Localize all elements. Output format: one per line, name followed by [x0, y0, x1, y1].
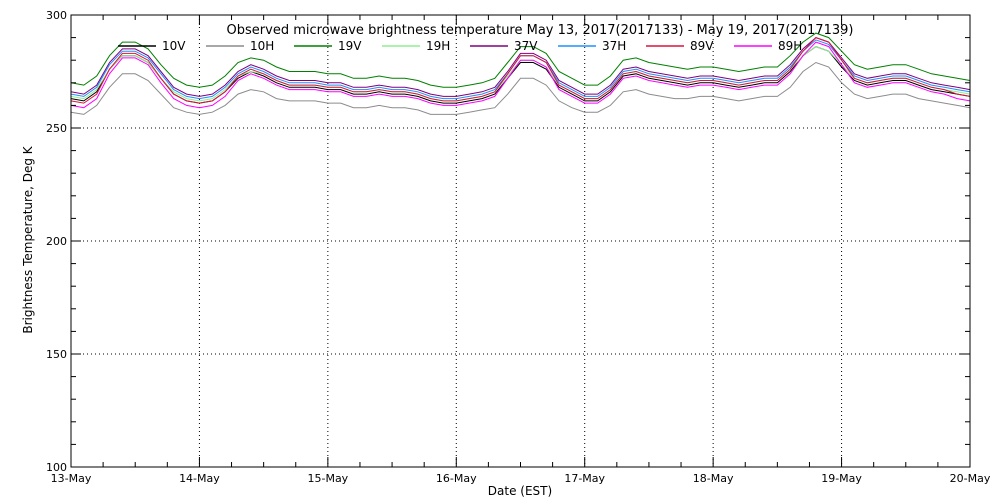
x-tick-label: 18-May	[693, 472, 734, 485]
series-line-89v	[70, 37, 971, 104]
legend-label-19v: 19V	[338, 39, 362, 53]
y-tick-label: 150	[46, 348, 67, 361]
chart-title: Observed microwave brightness temperatur…	[227, 23, 854, 38]
x-tick-label: 16-May	[436, 472, 477, 485]
legend-label-89h: 89H	[778, 39, 802, 53]
series-lines	[70, 32, 971, 115]
grid-lines	[71, 15, 970, 467]
legend-label-19h: 19H	[426, 39, 450, 53]
x-tick-label: 17-May	[564, 472, 605, 485]
y-tick-label: 300	[46, 9, 67, 22]
x-axis-title: Date (EST)	[488, 484, 552, 498]
x-tick-label: 20-May	[950, 472, 991, 485]
x-tick-label: 15-May	[307, 472, 348, 485]
y-tick-label: 200	[46, 235, 67, 248]
legend-label-37v: 37V	[514, 39, 538, 53]
legend-label-89v: 89V	[690, 39, 714, 53]
plot-frame	[70, 14, 971, 468]
series-line-10h	[70, 61, 971, 115]
y-tick-label: 250	[46, 122, 67, 135]
axis-ticks: 13-May 14-May 15-May 16-May 17-May 18-May 19-M…	[46, 9, 991, 485]
legend-label-37h: 37H	[602, 39, 626, 53]
series-line-89h	[70, 41, 971, 109]
x-tick-label: 19-May	[821, 472, 862, 485]
legend-label-10h: 10H	[250, 39, 274, 53]
y-axis-title: Brightness Temperature, Deg K	[21, 145, 35, 333]
legend: 10V 10H 19V 19H 37V 37H 89V 89H	[118, 39, 802, 53]
series-line-19v	[70, 32, 971, 88]
legend-label-10v: 10V	[162, 39, 186, 53]
x-tick-label: 13-May	[51, 472, 92, 485]
series-line-19h	[70, 46, 971, 102]
x-tick-label: 14-May	[179, 472, 220, 485]
y-tick-label: 100	[46, 461, 67, 474]
